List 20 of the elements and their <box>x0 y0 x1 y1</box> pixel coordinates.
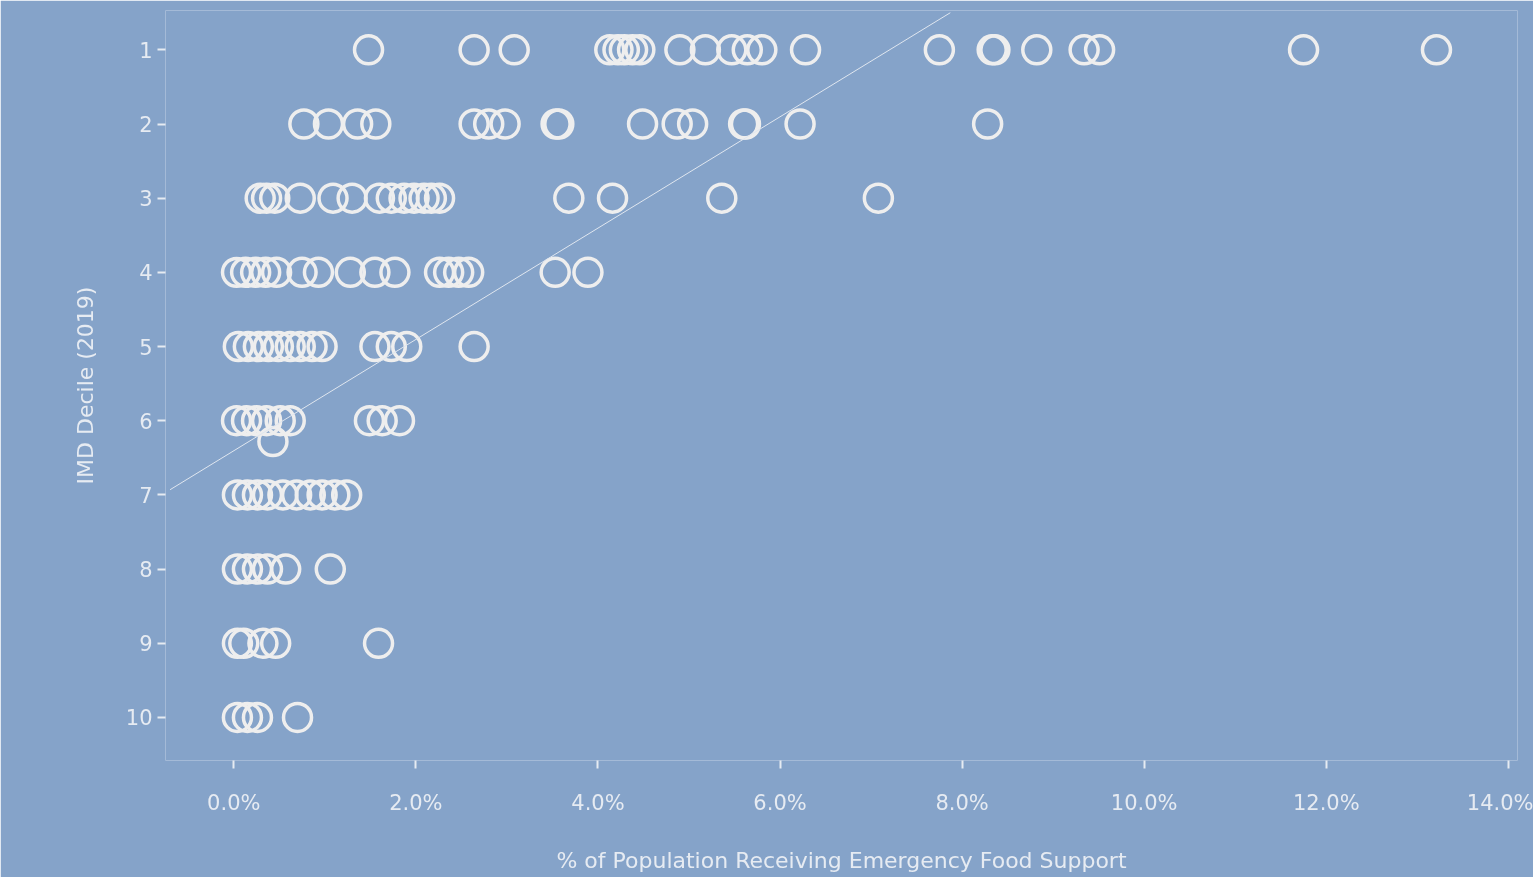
y-axis-title: IMD Decile (2019) <box>72 286 98 485</box>
x-tick-label: 10.0% <box>1110 790 1178 815</box>
y-tick-label: 4 <box>139 261 153 286</box>
x-axis-title: % of Population Receiving Emergency Food Support <box>556 847 1127 873</box>
x-tick-label: 4.0% <box>571 790 625 815</box>
y-tick-label: 3 <box>139 187 153 212</box>
x-tick-label: 0.0% <box>207 790 261 815</box>
y-tick-label: 5 <box>139 335 153 360</box>
x-tick-label: 14.0% <box>1466 790 1533 815</box>
y-tick-label: 1 <box>139 38 153 63</box>
y-tick-label: 10 <box>125 706 153 731</box>
x-tick-label: 2.0% <box>389 790 443 815</box>
y-tick-label: 9 <box>139 632 153 657</box>
y-tick-label: 7 <box>139 483 153 508</box>
x-tick-label: 8.0% <box>935 790 989 815</box>
y-tick-label: 6 <box>139 409 153 434</box>
x-tick-label: 12.0% <box>1292 790 1360 815</box>
y-tick-label: 2 <box>139 113 153 137</box>
x-tick-label: 6.0% <box>753 790 807 815</box>
y-tick-label: 8 <box>139 558 153 583</box>
